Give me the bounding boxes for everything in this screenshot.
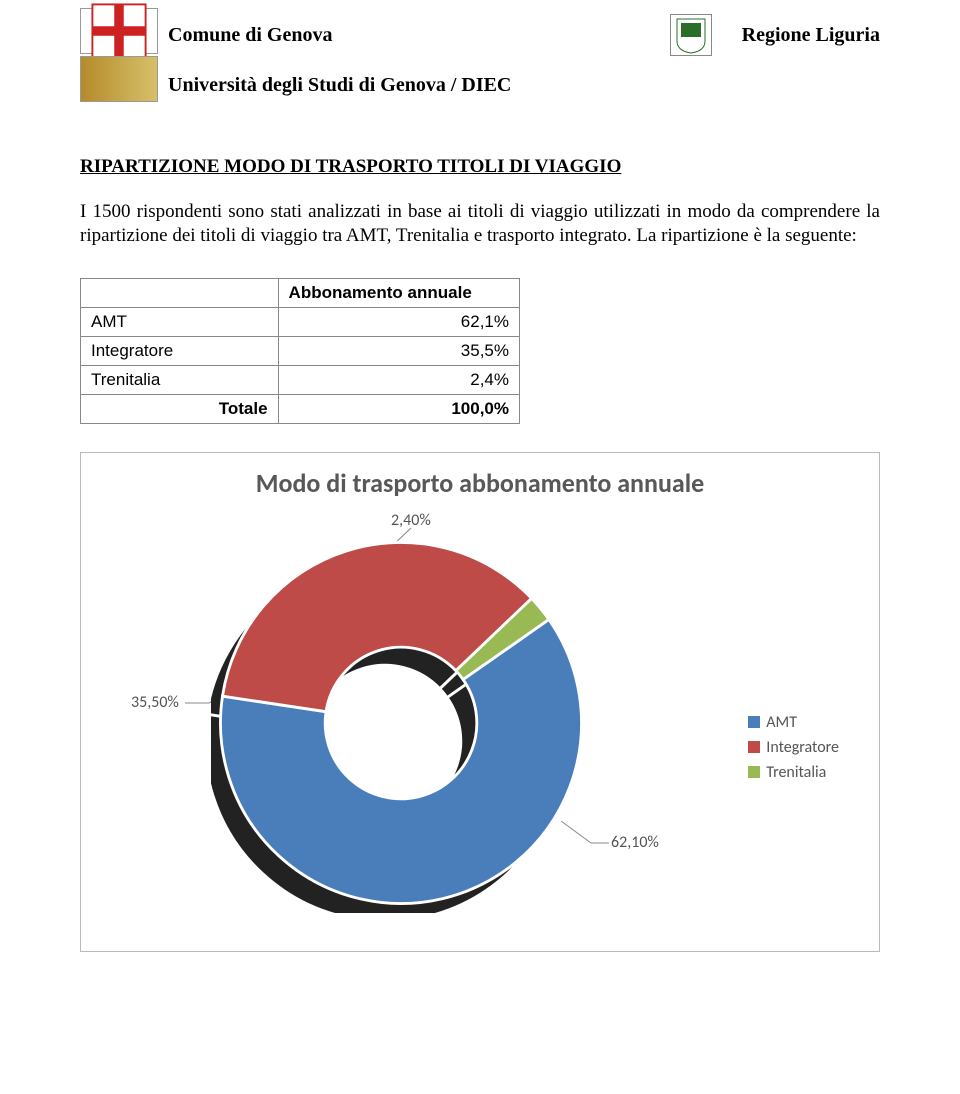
liguria-crest-icon (670, 14, 712, 56)
header-logos-left (80, 8, 158, 102)
univ-label: Università degli Studi di Genova / DIEC (168, 74, 880, 97)
table-row: AMT 62,1% (81, 307, 520, 336)
legend-label: Trenitalia (766, 763, 826, 782)
chart-legend: AMT Integratore Trenitalia (748, 713, 839, 788)
legend-label: Integratore (766, 738, 839, 757)
legend-item: Trenitalia (748, 763, 839, 782)
table-row-label: Trenitalia (81, 365, 279, 394)
legend-swatch-icon (748, 716, 760, 728)
legend-swatch-icon (748, 741, 760, 753)
table-row-value: 35,5% (278, 336, 519, 365)
table-total-label: Totale (81, 394, 279, 423)
univ-logo-icon (80, 56, 158, 102)
legend-label: AMT (766, 713, 797, 732)
table-row-label: AMT (81, 307, 279, 336)
table-row: Trenitalia 2,4% (81, 365, 520, 394)
table-empty-cell (81, 278, 279, 307)
intro-paragraph: I 1500 rispondenti sono stati analizzati… (80, 200, 880, 248)
regione-label: Regione Liguria (742, 24, 880, 47)
page-header: Comune di Genova Regione Liguria Univers… (80, 0, 880, 102)
table-total-value: 100,0% (278, 394, 519, 423)
genova-crest-icon (80, 8, 158, 54)
table-row: Integratore 35,5% (81, 336, 520, 365)
table-row-value: 2,4% (278, 365, 519, 394)
table-row-value: 62,1% (278, 307, 519, 336)
section-title: RIPARTIZIONE MODO DI TRASPORTO TITOLI DI… (80, 156, 880, 178)
legend-item: Integratore (748, 738, 839, 757)
donut-chart: Modo di trasporto abbonamento annuale 2,… (80, 452, 880, 952)
table-row-label: Integratore (81, 336, 279, 365)
table-total-row: Totale 100,0% (81, 394, 520, 423)
legend-item: AMT (748, 713, 839, 732)
ripartizione-table: Abbonamento annuale AMT 62,1% Integrator… (80, 278, 520, 424)
comune-label: Comune di Genova (168, 24, 332, 47)
donut-svg (211, 533, 591, 913)
legend-swatch-icon (748, 766, 760, 778)
table-header: Abbonamento annuale (278, 278, 519, 307)
